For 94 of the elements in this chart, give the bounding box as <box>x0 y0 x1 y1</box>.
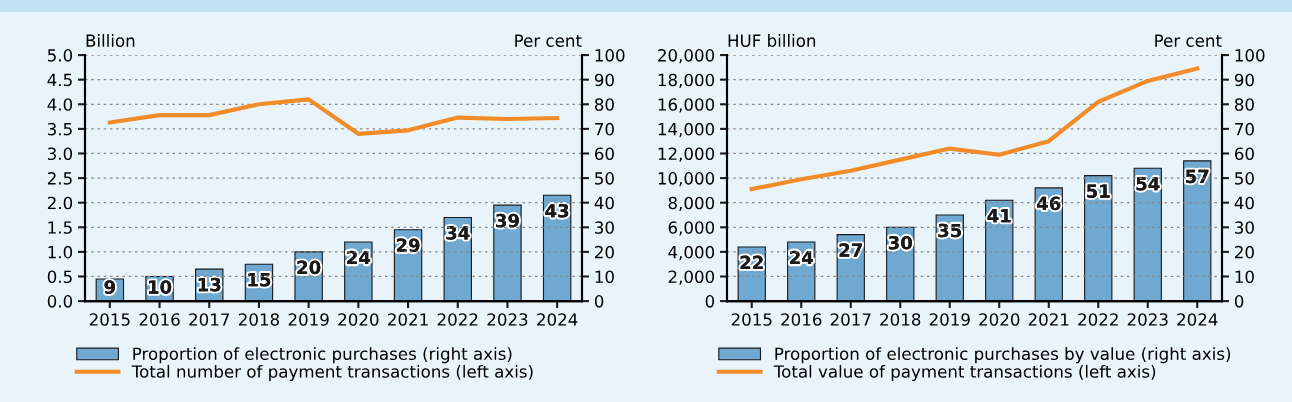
x-tick-label: 2023 <box>1127 313 1168 326</box>
data-label: 35 <box>938 223 962 238</box>
data-label: 43 <box>545 203 569 218</box>
y2-tick-label: 10 <box>595 270 614 284</box>
y-tick-label: 10,000 <box>658 172 715 187</box>
x-tick-label: 2024 <box>537 313 578 326</box>
legend-label: Total number of payment transactions (left axis) <box>131 364 533 382</box>
data-label: 15 <box>248 273 271 287</box>
data-label: 41 <box>987 209 1011 223</box>
y2-tick-label: 30 <box>1235 221 1254 234</box>
data-label: 13 <box>198 277 221 292</box>
y2-tick-label: 90 <box>1234 73 1254 87</box>
y-tick-label: 2.5 <box>47 172 72 185</box>
data-label: 57 <box>1186 169 1209 184</box>
y2-tick-label: 90 <box>594 73 614 87</box>
y2-tick-label: 70 <box>1235 122 1254 136</box>
y-axis-title: Billion <box>86 34 135 47</box>
data-label: 20 <box>297 260 321 275</box>
data-label: 24 <box>347 250 371 265</box>
y-tick-label: 3.5 <box>47 122 72 136</box>
y-tick-label: 0.5 <box>47 270 72 284</box>
y2-tick-label: 40 <box>594 196 614 210</box>
x-tick-label: 2016 <box>781 313 822 326</box>
y-tick-label: 2.0 <box>47 196 73 210</box>
y-tick-label: 16,000 <box>658 98 715 113</box>
y-tick-label: 0 <box>705 295 715 308</box>
y-tick-label: 12,000 <box>658 147 715 162</box>
y2-tick-label: 60 <box>1234 147 1254 161</box>
y2-tick-label: 100 <box>595 49 625 62</box>
x-tick-label: 2015 <box>89 313 130 326</box>
legend-label: Total value of payment transactions (left axis) <box>773 364 1156 382</box>
x-tick-label: 2022 <box>1078 313 1118 326</box>
data-label: 34 <box>446 226 470 240</box>
data-label: 54 <box>1136 177 1160 191</box>
y-tick-label: 2,000 <box>668 270 715 285</box>
x-tick-label: 2015 <box>731 313 772 326</box>
x-tick-label: 2018 <box>238 313 280 326</box>
y2-tick-label: 50 <box>1235 172 1254 185</box>
y2-tick-label: 30 <box>595 221 614 234</box>
y2-tick-label: 0 <box>594 295 604 308</box>
y2-tick-label: 20 <box>1235 245 1254 259</box>
y2-axis-title: Per cent <box>515 34 582 47</box>
line-series <box>107 97 560 136</box>
data-label: 46 <box>1037 196 1061 211</box>
data-label: 10 <box>149 280 172 294</box>
y2-tick-label: 80 <box>594 98 614 111</box>
data-label: 24 <box>790 250 813 265</box>
y-tick-label: 4.5 <box>47 73 72 87</box>
y-tick-label: 4.0 <box>47 98 73 111</box>
y-tick-label: 1.5 <box>48 221 72 234</box>
x-tick-label: 2018 <box>880 313 921 326</box>
x-tick-label: 2023 <box>487 313 528 326</box>
y-tick-label: 0.0 <box>47 295 73 308</box>
x-tick-label: 2016 <box>139 313 180 326</box>
y2-tick-label: 60 <box>594 147 614 161</box>
y-tick-label: 8,000 <box>668 196 715 211</box>
x-tick-label: 2020 <box>979 313 1020 326</box>
y2-tick-label: 10 <box>1235 270 1254 284</box>
x-tick-label: 2022 <box>437 313 478 326</box>
y-tick-label: 18,000 <box>658 73 715 88</box>
x-tick-label: 2021 <box>388 313 428 326</box>
x-tick-label: 2017 <box>830 313 871 326</box>
y-tick-label: 1.0 <box>48 245 73 259</box>
y2-tick-label: 20 <box>595 245 614 259</box>
data-label: 39 <box>496 213 519 228</box>
y-axis-title: HUF billion <box>728 34 816 47</box>
x-tick-label: 2019 <box>929 313 970 326</box>
x-tick-label: 2019 <box>288 313 329 326</box>
legend-label: Proportion of electronic purchases (right axis) <box>133 347 512 364</box>
y-tick-label: 6,000 <box>668 221 715 236</box>
data-label: 30 <box>888 235 912 250</box>
data-label: 27 <box>839 243 862 257</box>
x-tick-label: 2021 <box>1028 313 1069 326</box>
y-tick-label: 14,000 <box>658 122 715 138</box>
y-tick-label: 3.0 <box>47 147 73 161</box>
y2-axis-title: Per cent <box>1155 34 1222 47</box>
data-label: 29 <box>396 238 420 253</box>
data-label: 9 <box>104 280 115 294</box>
y2-tick-label: 50 <box>595 172 614 185</box>
y-tick-label: 5.0 <box>47 49 73 62</box>
x-tick-label: 2024 <box>1177 313 1218 326</box>
y-tick-label: 20,000 <box>658 49 715 64</box>
y2-tick-label: 0 <box>1234 295 1244 308</box>
y2-tick-label: 40 <box>1234 196 1254 210</box>
x-tick-label: 2020 <box>338 313 379 326</box>
data-label: 22 <box>740 255 763 270</box>
y2-tick-label: 70 <box>595 122 614 136</box>
bar <box>1183 160 1212 302</box>
y-tick-label: 4,000 <box>668 245 715 261</box>
y2-tick-label: 100 <box>1235 49 1265 62</box>
x-tick-label: 2017 <box>189 313 230 326</box>
data-label: 51 <box>1087 184 1110 198</box>
y2-tick-label: 80 <box>1234 98 1254 111</box>
legend-label: Proportion of electronic purchases by value (right axis) <box>775 347 1231 364</box>
